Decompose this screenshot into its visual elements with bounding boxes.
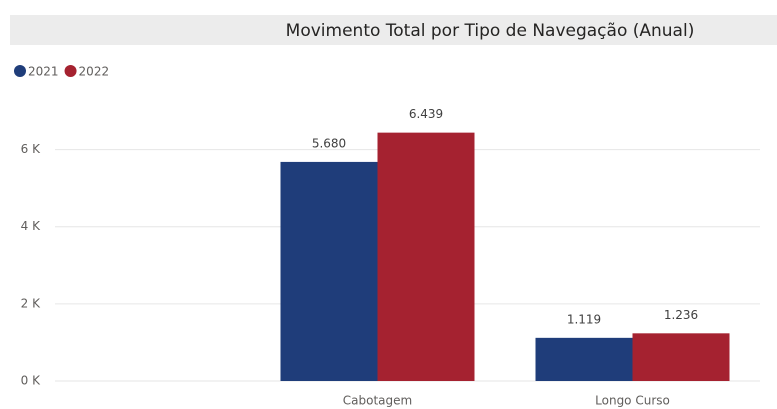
legend-marker — [14, 65, 26, 77]
title-band — [10, 15, 777, 45]
bar — [535, 337, 633, 381]
x-tick-label: Cabotagem — [343, 394, 412, 408]
y-tick-label: 0 K — [21, 374, 41, 388]
legend-marker — [64, 65, 77, 77]
data-label: 5.680 — [312, 136, 346, 150]
bar — [377, 132, 475, 381]
x-tick-label: Longo Curso — [595, 394, 670, 408]
y-tick-label: 6 K — [21, 142, 41, 156]
y-tick-label: 2 K — [21, 296, 41, 310]
bar — [280, 161, 378, 381]
data-label: 1.236 — [664, 308, 698, 322]
data-label: 6.439 — [409, 107, 443, 121]
data-label: 1.119 — [567, 312, 601, 326]
bar — [632, 333, 730, 381]
chart-title: Movimento Total por Tipo de Navegação (A… — [286, 21, 695, 41]
legend-label: 2021 — [28, 65, 59, 79]
legend-label: 2022 — [79, 65, 110, 79]
y-tick-label: 4 K — [21, 219, 41, 233]
